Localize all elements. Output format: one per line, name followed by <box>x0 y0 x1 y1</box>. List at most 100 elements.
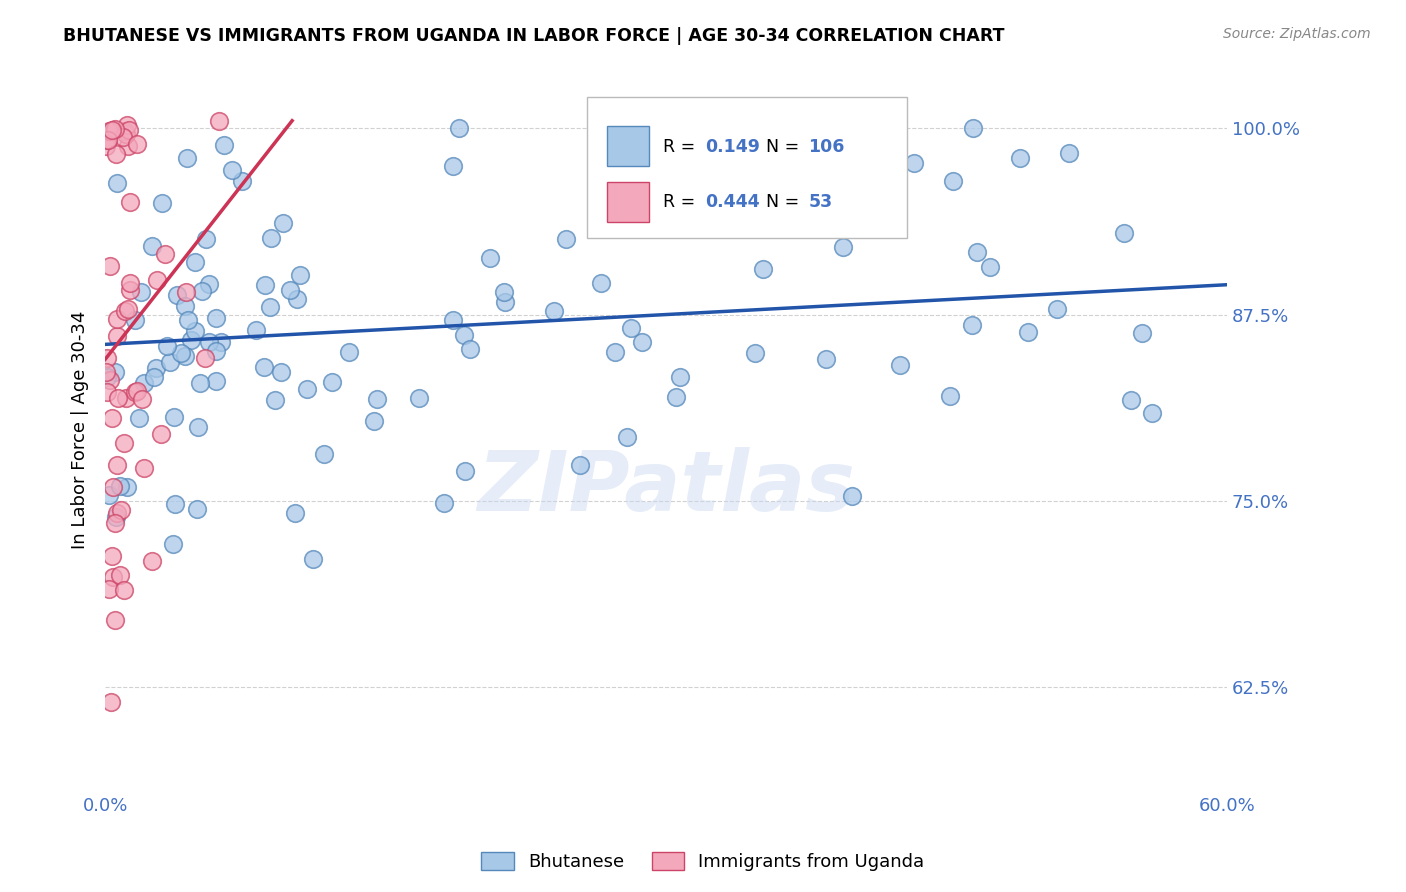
Point <box>363 414 385 428</box>
Point <box>96 385 118 400</box>
Text: 0.444: 0.444 <box>706 194 759 211</box>
Point <box>101 480 124 494</box>
Point <box>114 304 136 318</box>
Point <box>284 506 307 520</box>
Point <box>169 346 191 360</box>
Point <box>96 370 118 384</box>
Point <box>100 123 122 137</box>
Point <box>191 284 214 298</box>
Point <box>889 358 911 372</box>
Text: R =: R = <box>662 194 695 211</box>
Point <box>207 113 229 128</box>
Point <box>104 146 127 161</box>
Point <box>212 138 235 153</box>
Point <box>124 313 146 327</box>
Point <box>101 549 124 564</box>
Point <box>441 313 464 327</box>
Point <box>114 391 136 405</box>
Point <box>134 376 156 390</box>
Point <box>118 194 141 209</box>
Point <box>173 300 195 314</box>
Y-axis label: In Labor Force | Age 30-34: In Labor Force | Age 30-34 <box>72 311 89 549</box>
Point <box>195 231 218 245</box>
Point <box>96 351 118 365</box>
Point <box>105 176 128 190</box>
Point <box>176 151 198 165</box>
Point <box>120 283 142 297</box>
Point <box>259 231 281 245</box>
Point <box>665 390 688 404</box>
Point <box>186 501 208 516</box>
Point <box>107 391 129 405</box>
Point <box>441 159 464 173</box>
Point <box>101 410 124 425</box>
Point <box>616 430 638 444</box>
Point <box>149 426 172 441</box>
Point <box>131 392 153 406</box>
Point <box>159 354 181 368</box>
Point <box>1114 226 1136 240</box>
Point <box>114 127 136 141</box>
Point <box>94 139 117 153</box>
Point <box>187 419 209 434</box>
Text: 0.149: 0.149 <box>706 137 761 155</box>
Point <box>591 277 613 291</box>
Point <box>118 277 141 291</box>
Text: Source: ZipAtlas.com: Source: ZipAtlas.com <box>1223 27 1371 41</box>
Point <box>962 121 984 136</box>
Point <box>107 311 129 326</box>
Point <box>366 392 388 406</box>
Point <box>252 360 274 375</box>
Point <box>495 294 517 309</box>
Point <box>1130 326 1153 341</box>
Point <box>962 318 984 332</box>
Point <box>145 361 167 376</box>
Point <box>245 323 267 337</box>
Point <box>1140 406 1163 420</box>
Point <box>620 320 643 334</box>
Point <box>125 136 148 151</box>
Point <box>141 239 163 253</box>
Point <box>184 254 207 268</box>
Point <box>96 132 118 146</box>
Point <box>115 480 138 494</box>
Point <box>433 496 456 510</box>
Point <box>104 122 127 136</box>
Point <box>966 245 988 260</box>
Point <box>832 240 855 254</box>
Point <box>163 409 186 424</box>
Point <box>494 285 516 299</box>
Point <box>117 302 139 317</box>
Point <box>453 464 475 478</box>
Text: R =: R = <box>662 137 695 155</box>
Point <box>606 177 628 191</box>
Point <box>163 497 186 511</box>
Point <box>117 139 139 153</box>
Point <box>408 391 430 405</box>
Bar <box>606 182 650 222</box>
Point <box>198 335 221 350</box>
Legend: Bhutanese, Immigrants from Uganda: Bhutanese, Immigrants from Uganda <box>474 845 932 879</box>
Point <box>669 370 692 384</box>
Point <box>1046 302 1069 317</box>
Point <box>129 285 152 299</box>
Point <box>198 277 221 292</box>
Point <box>942 174 965 188</box>
Point <box>180 333 202 347</box>
Point <box>105 329 128 343</box>
Point <box>1017 326 1039 340</box>
Point <box>1119 392 1142 407</box>
Point <box>259 301 281 315</box>
Point <box>124 385 146 400</box>
Point <box>270 365 292 379</box>
Point <box>146 273 169 287</box>
Point <box>264 392 287 407</box>
Point <box>1059 145 1081 160</box>
Point <box>205 344 228 359</box>
FancyBboxPatch shape <box>588 97 907 238</box>
Point <box>903 156 925 170</box>
Point <box>555 232 578 246</box>
Bar <box>606 127 650 166</box>
Point <box>97 133 120 147</box>
Point <box>194 351 217 365</box>
